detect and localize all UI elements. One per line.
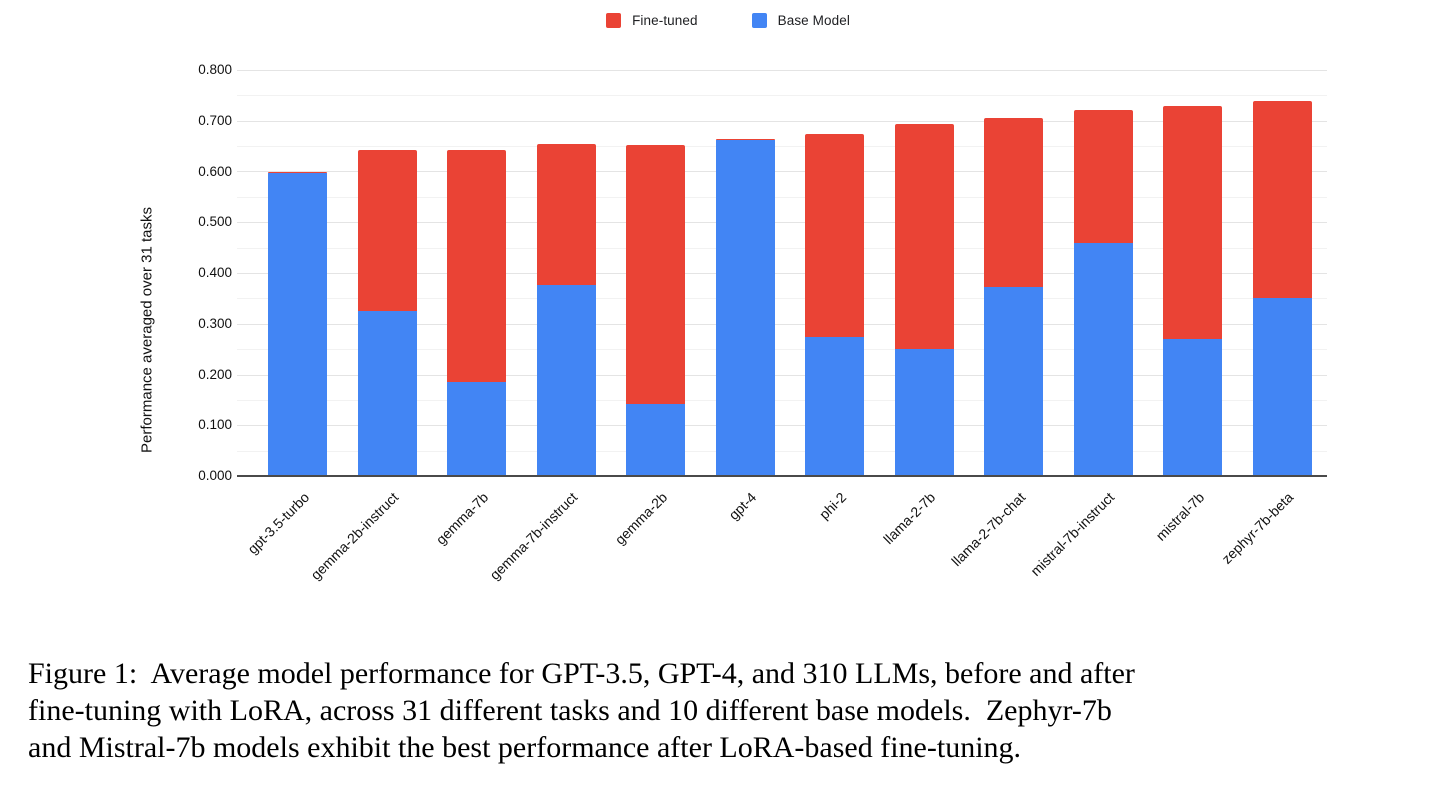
y-axis-tick-labels: 0.000 0.100 0.200 0.300 0.400 0.500 0.600 0.700… (0, 0, 232, 632)
x-tick-label-gemma-2b-instruct: gemma-2b-instruct (307, 489, 402, 583)
x-tick-label-zephyr-7b-beta: zephyr-7b-beta (1218, 489, 1297, 567)
minor-gridline (237, 349, 1327, 350)
bar-fine-tuned-mistral-7b (1163, 106, 1222, 339)
x-tick-label-gpt-4: gpt-4 (725, 489, 760, 523)
bar-base-model-gemma-2b-instruct (358, 311, 417, 476)
stacked-bar-chart: Fine-tuned Base Model Performance averag… (0, 0, 1456, 632)
minor-gridline (237, 451, 1327, 452)
bar-fine-tuned-gemma-2b (626, 145, 685, 404)
y-tick-label: 0.500 (198, 214, 232, 230)
y-tick-label: 0.800 (198, 62, 232, 77)
bar-base-model-phi-2 (805, 337, 864, 476)
bar-fine-tuned-gemma-7b (447, 150, 506, 382)
x-tick-label-gemma-2b: gemma-2b (611, 489, 671, 548)
bar-fine-tuned-llama-2-7b (895, 124, 954, 349)
bar-base-model-llama-2-7b-chat (984, 287, 1043, 476)
major-gridline (237, 324, 1327, 325)
x-tick-label-gpt-3.5-turbo: gpt-3.5-turbo (244, 489, 313, 558)
major-gridline (237, 121, 1327, 122)
x-tick-label-gemma-7b-instruct: gemma-7b-instruct (486, 489, 581, 583)
major-gridline (237, 70, 1327, 71)
bar-fine-tuned-gpt-4 (716, 139, 775, 140)
x-tick-label-mistral-7b: mistral-7b (1152, 489, 1208, 544)
x-tick-label-llama-2-7b: llama-2-7b (880, 489, 939, 548)
legend-item-fine-tuned: Fine-tuned (606, 13, 698, 28)
chart-legend: Fine-tuned Base Model (0, 13, 1456, 28)
minor-gridline (237, 298, 1327, 299)
minor-gridline (237, 197, 1327, 198)
bar-base-model-zephyr-7b-beta (1253, 298, 1312, 476)
y-tick-label: 0.400 (198, 265, 232, 280)
figure-caption: Figure 1: Average model performance for … (28, 655, 1440, 766)
bar-base-model-gemma-7b (447, 382, 506, 476)
bar-base-model-mistral-7b (1163, 339, 1222, 476)
x-tick-label-gemma-7b: gemma-7b (432, 489, 492, 548)
minor-gridline (237, 146, 1327, 147)
bar-fine-tuned-mistral-7b-instruct (1074, 110, 1133, 243)
bar-fine-tuned-zephyr-7b-beta (1253, 101, 1312, 298)
y-tick-label: 0.100 (198, 417, 232, 433)
legend-label-fine-tuned: Fine-tuned (632, 13, 698, 28)
major-gridline (237, 171, 1327, 172)
base-model-swatch-icon (751, 13, 767, 28)
bar-fine-tuned-gemma-2b-instruct (358, 150, 417, 311)
x-axis-line (237, 475, 1327, 477)
major-gridline (237, 425, 1327, 426)
x-tick-label-mistral-7b-instruct: mistral-7b-instruct (1027, 489, 1118, 579)
bar-base-model-gpt-3.5-turbo (268, 173, 327, 476)
caption-line: Figure 1: Average model performance for … (28, 657, 1135, 690)
y-tick-label: 0.000 (198, 468, 232, 483)
bar-fine-tuned-gemma-7b-instruct (537, 144, 596, 285)
bar-base-model-gemma-7b-instruct (537, 285, 596, 476)
x-tick-label-llama-2-7b-chat: llama-2-7b-chat (948, 489, 1029, 570)
bar-base-model-llama-2-7b (895, 349, 954, 476)
bar-base-model-gemma-2b (626, 404, 685, 476)
minor-gridline (237, 400, 1327, 401)
bar-base-model-gpt-4 (716, 140, 775, 476)
legend-label-base-model: Base Model (777, 13, 850, 28)
x-axis-tick-labels: gpt-3.5-turbo gemma-2b-instruct gemma-7b ge… (244, 489, 1327, 629)
bar-base-model-mistral-7b-instruct (1074, 243, 1133, 476)
x-tick-label-phi-2: phi-2 (815, 489, 850, 523)
y-tick-label: 0.600 (198, 163, 232, 179)
bar-fine-tuned-phi-2 (805, 134, 864, 337)
y-tick-label: 0.200 (198, 366, 232, 382)
caption-line: and Mistral-7b models exhibit the best p… (28, 731, 1022, 764)
bar-fine-tuned-llama-2-7b-chat (984, 118, 1043, 287)
plot-area (237, 70, 1327, 477)
minor-gridline (237, 95, 1327, 96)
major-gridline (237, 375, 1327, 376)
minor-gridline (237, 248, 1327, 249)
fine-tuned-swatch-icon (606, 13, 622, 28)
caption-line: fine-tuning with LoRA, across 31 differe… (28, 694, 1112, 727)
y-tick-label: 0.700 (198, 112, 232, 128)
major-gridline (237, 273, 1327, 274)
major-gridline (237, 222, 1327, 223)
legend-item-base-model: Base Model (751, 13, 850, 28)
y-tick-label: 0.300 (198, 315, 232, 331)
bar-fine-tuned-gpt-3.5-turbo (268, 172, 327, 173)
